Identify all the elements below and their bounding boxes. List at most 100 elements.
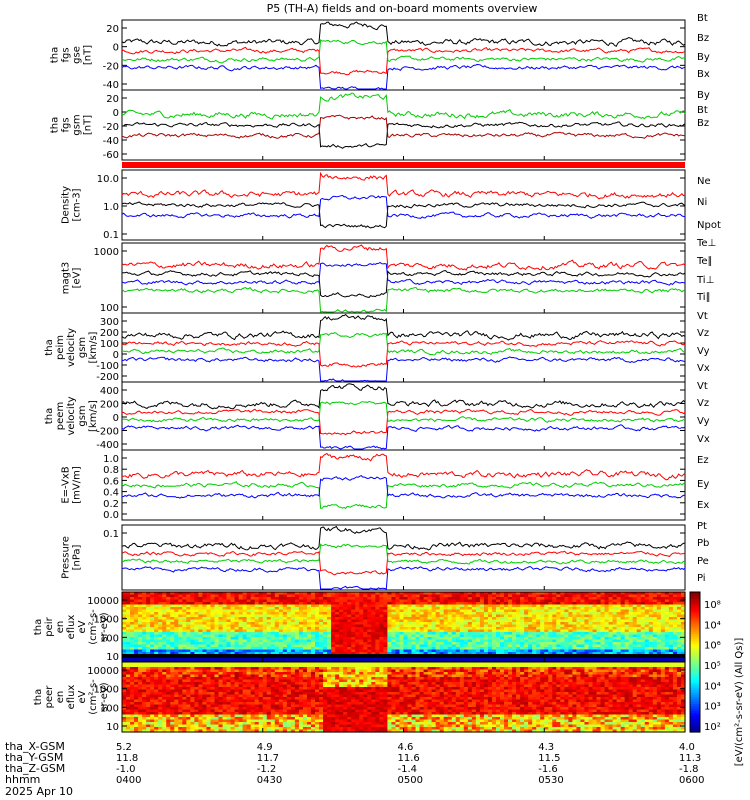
- heatmap-cell: [347, 609, 352, 613]
- heatmap-cell: [222, 707, 228, 711]
- heatmap-cell: [166, 717, 171, 721]
- heatmap-cell: [218, 709, 224, 713]
- heatmap-cell: [126, 647, 131, 651]
- heatmap-cell: [194, 619, 200, 623]
- heatmap-cell: [524, 629, 529, 633]
- heatmap-cell: [166, 694, 171, 698]
- heatmap-cell: [644, 624, 650, 628]
- heatmap-cell: [648, 632, 654, 636]
- heatmap-cell: [158, 692, 163, 696]
- heatmap-cell: [186, 634, 191, 638]
- heatmap-cell: [194, 642, 200, 646]
- heatmap-cell: [516, 642, 521, 646]
- heatmap-cell: [226, 692, 232, 696]
- heatmap-cell: [122, 672, 127, 676]
- heatmap-cell: [335, 607, 340, 611]
- heatmap-cell: [552, 637, 557, 641]
- heatmap-cell: [616, 599, 622, 603]
- heatmap-cell: [234, 707, 240, 711]
- ytick-label: 0: [113, 413, 119, 424]
- heatmap-cell: [210, 707, 216, 711]
- heatmap-cell: [532, 609, 537, 613]
- heatmap-cell: [190, 679, 195, 683]
- heatmap-cell: [588, 659, 594, 663]
- heatmap-cell: [532, 594, 537, 598]
- heatmap-cell: [431, 627, 437, 631]
- heatmap-cell: [206, 704, 212, 708]
- heatmap-cell: [278, 642, 284, 646]
- heatmap-cell: [612, 597, 618, 601]
- heatmap-cell: [194, 607, 200, 611]
- heatmap-cell: [463, 652, 469, 656]
- ytick-label: -400: [96, 440, 119, 451]
- heatmap-cell: [640, 647, 646, 651]
- heatmap-cell: [218, 627, 224, 631]
- heatmap-cell: [178, 642, 183, 646]
- heatmap-cell: [407, 614, 413, 618]
- heatmap-cell: [126, 604, 131, 608]
- heatmap-cell: [544, 634, 549, 638]
- heatmap-cell: [234, 667, 240, 671]
- heatmap-cell: [218, 617, 224, 621]
- heatmap-cell: [198, 709, 204, 713]
- heatmap-cell: [580, 649, 586, 653]
- heatmap-cell: [170, 632, 175, 636]
- heatmap-cell: [146, 622, 151, 626]
- heatmap-cell: [471, 622, 477, 626]
- heatmap-cell: [206, 662, 212, 666]
- heatmap-cell: [347, 614, 352, 618]
- heatmap-cell: [206, 637, 212, 641]
- heatmap-cell: [170, 724, 175, 728]
- heatmap-cell: [612, 614, 618, 618]
- heatmap-cell: [202, 682, 208, 686]
- heatmap-cell: [298, 634, 304, 638]
- heatmap-cell: [447, 612, 453, 616]
- heatmap-cell: [174, 619, 179, 623]
- heatmap-cell: [475, 612, 481, 616]
- heatmap-cell: [463, 592, 469, 596]
- heatmap-cell: [548, 624, 553, 628]
- heatmap-cell: [512, 632, 517, 636]
- heatmap-cell: [226, 719, 232, 723]
- heatmap-cell: [190, 702, 195, 706]
- heatmap-cell: [166, 659, 171, 663]
- heatmap-cell: [524, 612, 529, 616]
- heatmap-cell: [150, 617, 155, 621]
- heatmap-cell: [134, 674, 139, 678]
- heatmap-cell: [266, 599, 272, 603]
- heatmap-cell: [343, 624, 348, 628]
- heatmap-cell: [130, 697, 135, 701]
- trace-peem_velocity-Vt: [121, 383, 686, 410]
- heatmap-cell: [528, 649, 533, 653]
- heatmap-cell: [150, 697, 155, 701]
- heatmap-cell: [664, 649, 670, 653]
- heatmap-cell: [198, 632, 204, 636]
- heatmap-cell: [274, 627, 280, 631]
- heatmap-cell: [290, 612, 296, 616]
- heatmap-cell: [471, 649, 477, 653]
- heatmap-cell: [676, 622, 682, 626]
- heatmap-cell: [174, 702, 179, 706]
- heatmap-cell: [347, 632, 352, 636]
- ytick-label: -200: [96, 427, 119, 438]
- heatmap-cell: [174, 662, 179, 666]
- heatmap-cell: [174, 657, 179, 661]
- heatmap-cell: [596, 612, 602, 616]
- heatmap-cell: [214, 614, 220, 618]
- heatmap-cell: [415, 659, 421, 663]
- legend-Te∥: Te∥: [696, 256, 713, 267]
- heatmap-cell: [608, 639, 614, 643]
- heatmap-cell: [648, 614, 654, 618]
- heatmap-cell: [552, 604, 557, 608]
- heatmap-cell: [564, 644, 569, 648]
- heatmap-cell: [194, 644, 200, 648]
- heatmap-cell: [564, 619, 569, 623]
- heatmap-cell: [343, 634, 348, 638]
- heatmap-cell: [347, 592, 352, 596]
- heatmap-cell: [375, 612, 380, 616]
- trace-fgs_gsm-Bt: [121, 121, 686, 149]
- heatmap-cell: [656, 617, 662, 621]
- heatmap-cell: [351, 657, 356, 661]
- heatmap-cell: [306, 632, 312, 636]
